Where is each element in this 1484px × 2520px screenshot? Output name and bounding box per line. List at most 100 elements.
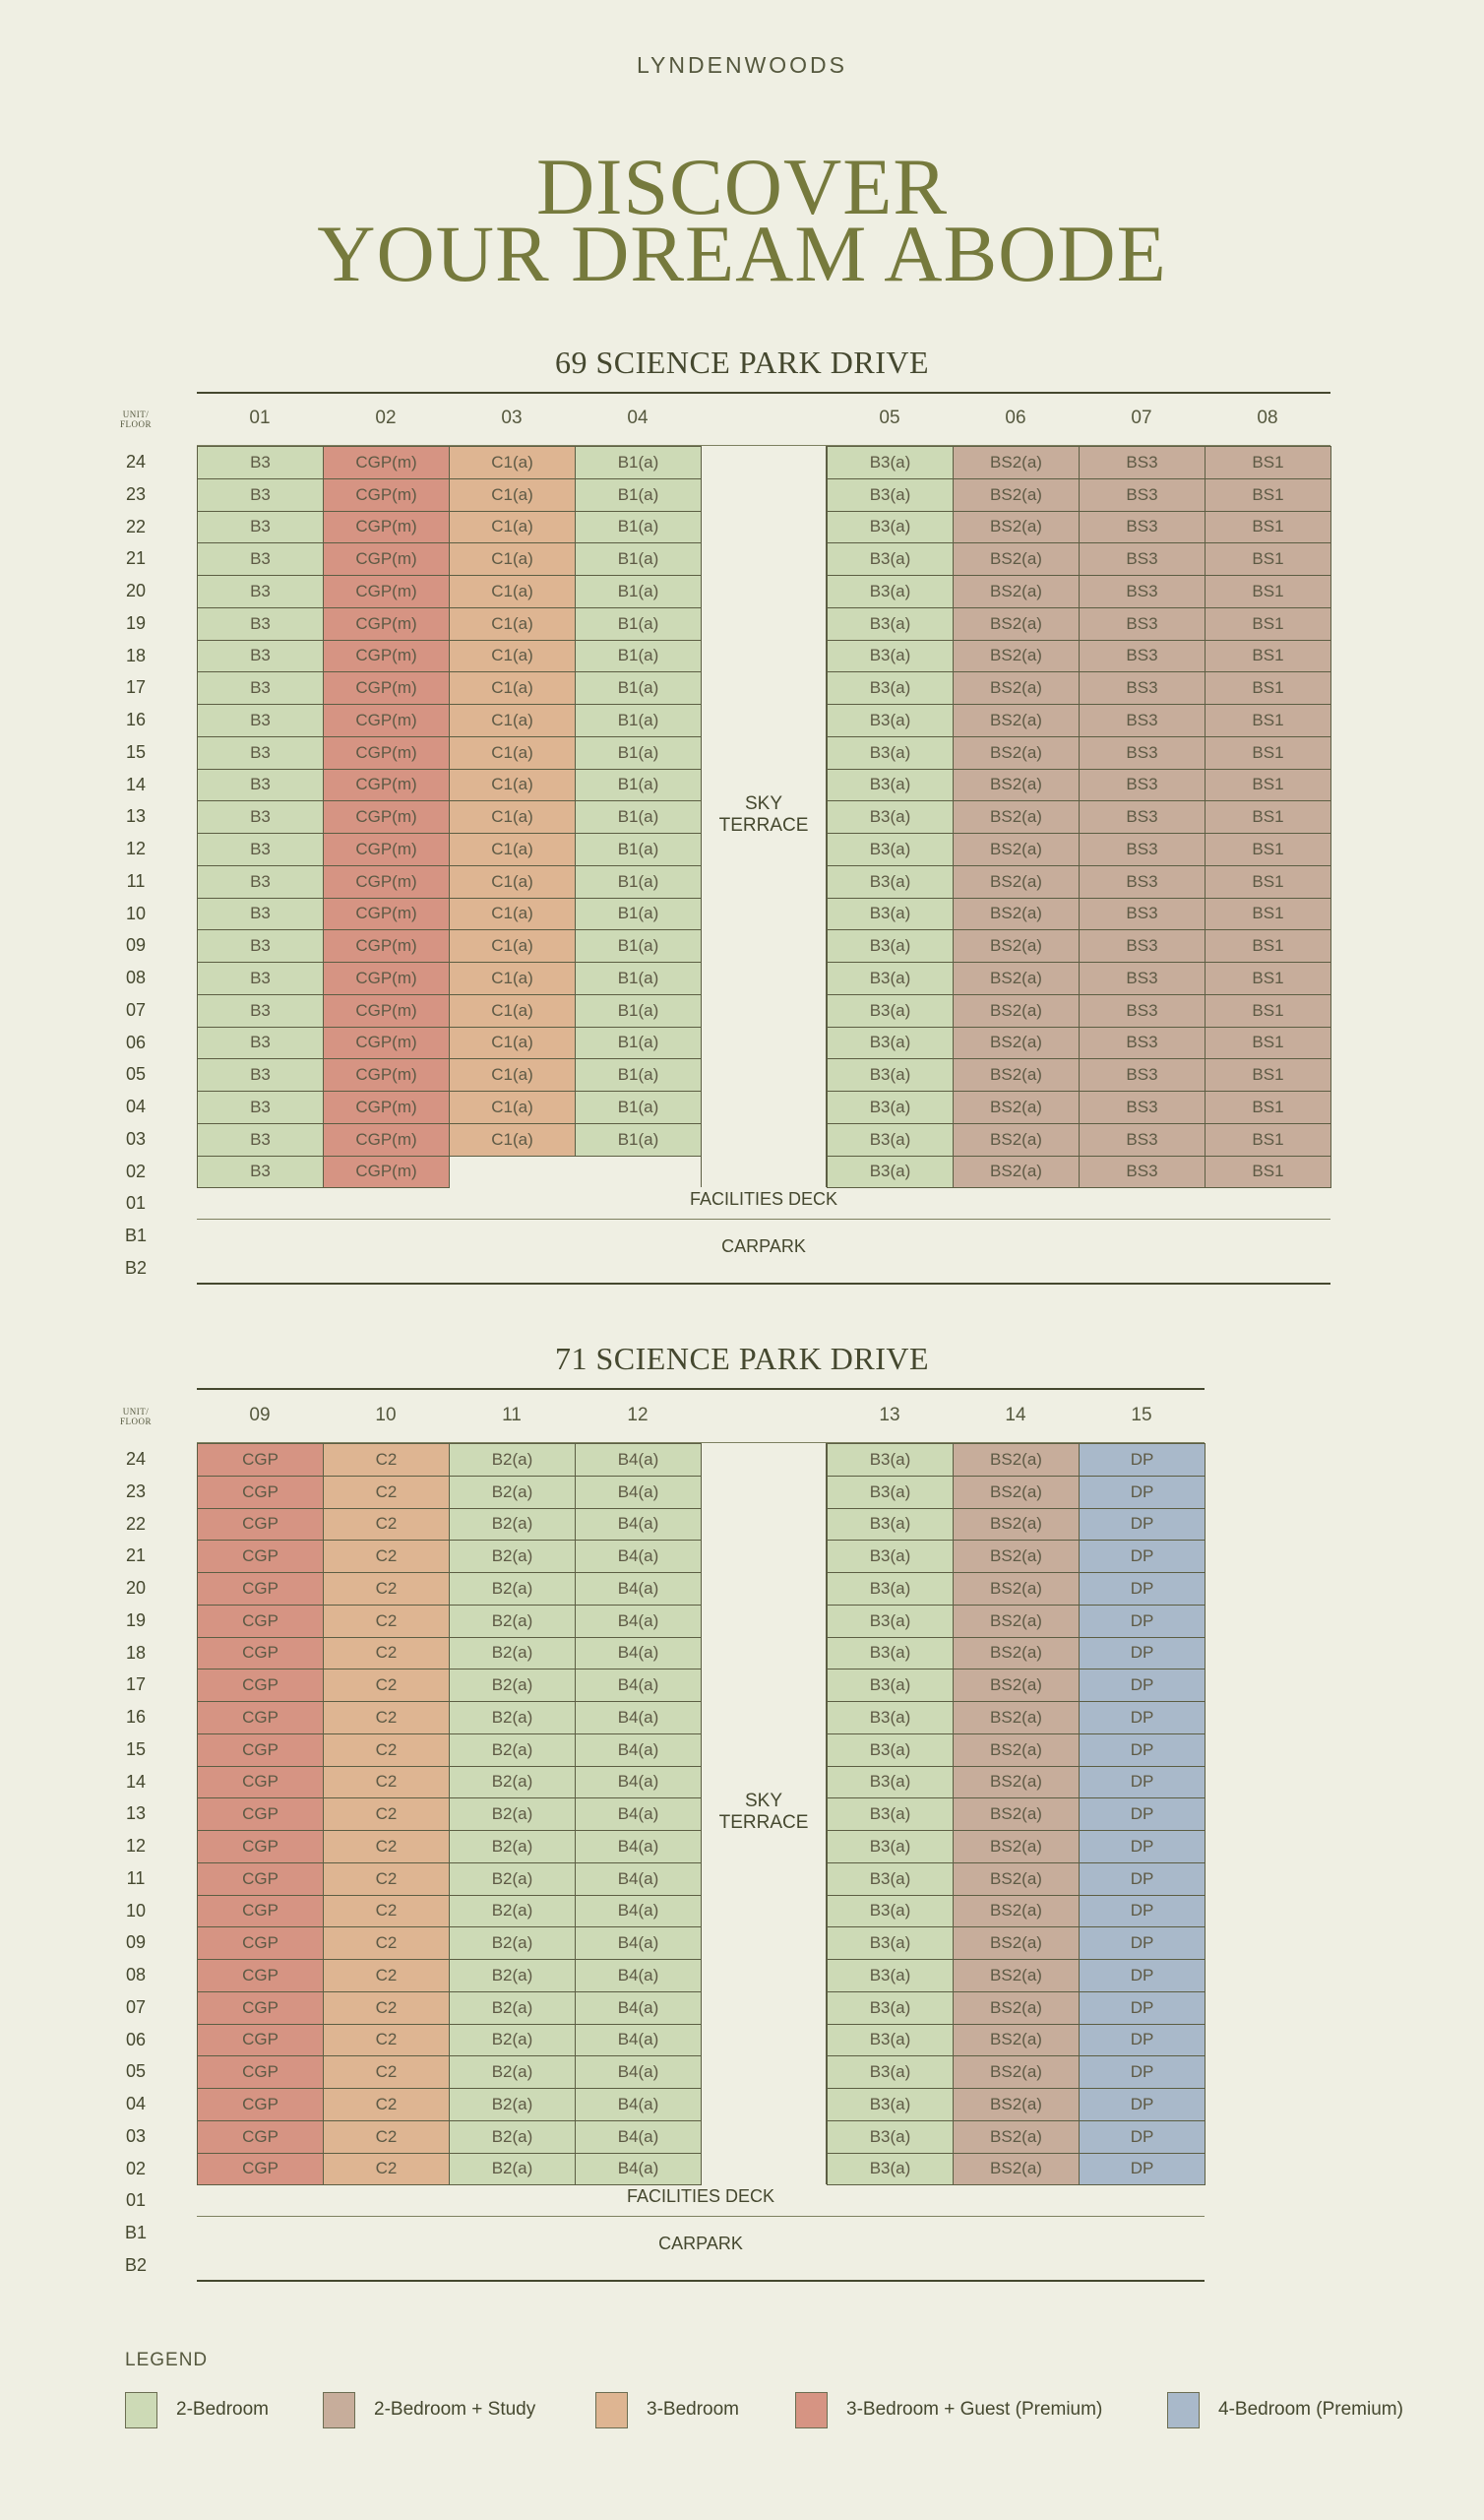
unit-cell[interactable]: BS3 (1079, 1026, 1206, 1060)
unit-cell[interactable]: B2(a) (449, 1959, 576, 1992)
unit-cell[interactable]: C1(a) (449, 671, 576, 705)
unit-cell[interactable]: B1(a) (575, 542, 702, 576)
unit-cell[interactable]: CGP (197, 2119, 324, 2154)
unit-cell[interactable]: C2 (323, 1669, 450, 1702)
unit-cell[interactable]: C1(a) (449, 606, 576, 641)
unit-cell[interactable]: DP (1079, 1507, 1206, 1542)
unit-cell[interactable]: B3 (197, 542, 324, 576)
unit-cell[interactable]: B3(a) (827, 2023, 954, 2057)
unit-cell[interactable]: B4(a) (575, 1765, 702, 1799)
unit-cell[interactable]: DP (1079, 1669, 1206, 1702)
unit-cell[interactable]: C2 (323, 1540, 450, 1573)
unit-cell[interactable]: B4(a) (575, 2152, 702, 2186)
unit-cell[interactable]: C2 (323, 1507, 450, 1542)
unit-cell[interactable]: BS3 (1079, 929, 1206, 963)
unit-cell[interactable]: B2(a) (449, 1894, 576, 1928)
unit-cell[interactable]: B3(a) (827, 2119, 954, 2154)
unit-cell[interactable]: B3(a) (827, 833, 954, 866)
unit-cell[interactable]: BS3 (1079, 897, 1206, 931)
unit-cell[interactable]: CGP(m) (323, 542, 450, 576)
unit-cell[interactable]: C2 (323, 1732, 450, 1767)
unit-cell[interactable]: CGP(m) (323, 962, 450, 995)
unit-cell[interactable]: CGP (197, 1894, 324, 1928)
unit-cell[interactable]: B3(a) (827, 1765, 954, 1799)
unit-cell[interactable]: B3 (197, 833, 324, 866)
unit-cell[interactable]: B3(a) (827, 1990, 954, 2025)
unit-cell[interactable]: B3 (197, 704, 324, 737)
unit-cell[interactable]: B3(a) (827, 2152, 954, 2186)
unit-cell[interactable]: B1(a) (575, 446, 702, 479)
unit-cell[interactable]: CGP (197, 2023, 324, 2057)
unit-cell[interactable]: C2 (323, 1701, 450, 1734)
unit-cell[interactable]: B4(a) (575, 2119, 702, 2154)
unit-cell[interactable]: C1(a) (449, 639, 576, 673)
unit-cell[interactable]: BS2(a) (953, 542, 1080, 576)
unit-cell[interactable]: CGP(m) (323, 993, 450, 1028)
unit-cell[interactable]: B3(a) (827, 1926, 954, 1960)
unit-cell[interactable]: B3 (197, 477, 324, 512)
unit-cell[interactable]: BS3 (1079, 446, 1206, 479)
unit-cell[interactable]: B3(a) (827, 962, 954, 995)
unit-cell[interactable]: B3(a) (827, 1636, 954, 1670)
unit-cell[interactable]: B1(a) (575, 1026, 702, 1060)
unit-cell[interactable]: B1(a) (575, 606, 702, 641)
unit-cell[interactable]: BS3 (1079, 639, 1206, 673)
unit-cell[interactable]: B2(a) (449, 2088, 576, 2121)
unit-cell[interactable]: CGP (197, 1604, 324, 1638)
unit-cell[interactable]: BS3 (1079, 833, 1206, 866)
unit-cell[interactable]: BS3 (1079, 704, 1206, 737)
unit-cell[interactable]: BS2(a) (953, 768, 1080, 802)
unit-cell[interactable]: B3 (197, 800, 324, 834)
unit-cell[interactable]: CGP(m) (323, 1058, 450, 1092)
unit-cell[interactable]: B4(a) (575, 1604, 702, 1638)
unit-cell[interactable]: BS2(a) (953, 1990, 1080, 2025)
unit-cell[interactable]: B3 (197, 1026, 324, 1060)
unit-cell[interactable]: B3(a) (827, 1604, 954, 1638)
unit-cell[interactable]: C1(a) (449, 575, 576, 608)
unit-cell[interactable]: BS2(a) (953, 1732, 1080, 1767)
unit-cell[interactable]: BS2(a) (953, 1604, 1080, 1638)
unit-cell[interactable]: BS2(a) (953, 2023, 1080, 2057)
unit-cell[interactable]: BS2(a) (953, 1797, 1080, 1831)
unit-cell[interactable]: CGP(m) (323, 929, 450, 963)
unit-cell[interactable]: CGP(m) (323, 897, 450, 931)
unit-cell[interactable]: CGP(m) (323, 833, 450, 866)
unit-cell[interactable]: DP (1079, 1990, 1206, 2025)
unit-cell[interactable]: DP (1079, 1894, 1206, 1928)
unit-cell[interactable]: C1(a) (449, 962, 576, 995)
unit-cell[interactable]: BS1 (1205, 639, 1331, 673)
unit-cell[interactable]: CGP(m) (323, 1026, 450, 1060)
unit-cell[interactable]: BS2(a) (953, 1540, 1080, 1573)
unit-cell[interactable]: B2(a) (449, 1475, 576, 1509)
unit-cell[interactable]: DP (1079, 1959, 1206, 1992)
unit-cell[interactable]: B1(a) (575, 704, 702, 737)
unit-cell[interactable]: DP (1079, 1475, 1206, 1509)
unit-cell[interactable]: B2(a) (449, 2023, 576, 2057)
unit-cell[interactable]: B3(a) (827, 1540, 954, 1573)
unit-cell[interactable]: BS2(a) (953, 1507, 1080, 1542)
unit-cell[interactable]: C1(a) (449, 768, 576, 802)
unit-cell[interactable]: BS2(a) (953, 1155, 1080, 1189)
unit-cell[interactable]: CGP (197, 1507, 324, 1542)
unit-cell[interactable]: C2 (323, 1443, 450, 1477)
unit-cell[interactable]: C2 (323, 1604, 450, 1638)
unit-cell[interactable]: DP (1079, 1732, 1206, 1767)
unit-cell[interactable]: C2 (323, 2119, 450, 2154)
unit-cell[interactable]: B3(a) (827, 1797, 954, 1831)
unit-cell[interactable]: B3 (197, 962, 324, 995)
unit-cell[interactable]: B2(a) (449, 1861, 576, 1896)
unit-cell[interactable]: B1(a) (575, 671, 702, 705)
unit-cell[interactable]: B3(a) (827, 1058, 954, 1092)
unit-cell[interactable]: CGP(m) (323, 1122, 450, 1157)
unit-cell[interactable]: B3(a) (827, 671, 954, 705)
unit-cell[interactable]: CGP(m) (323, 864, 450, 899)
unit-cell[interactable]: B2(a) (449, 1540, 576, 1573)
unit-cell[interactable]: BS1 (1205, 735, 1331, 770)
unit-cell[interactable]: B3(a) (827, 1830, 954, 1863)
unit-cell[interactable]: BS3 (1079, 575, 1206, 608)
unit-cell[interactable]: DP (1079, 2023, 1206, 2057)
unit-cell[interactable]: CGP(m) (323, 768, 450, 802)
unit-cell[interactable]: B2(a) (449, 1636, 576, 1670)
unit-cell[interactable]: BS2(a) (953, 1926, 1080, 1960)
unit-cell[interactable]: CGP (197, 1732, 324, 1767)
